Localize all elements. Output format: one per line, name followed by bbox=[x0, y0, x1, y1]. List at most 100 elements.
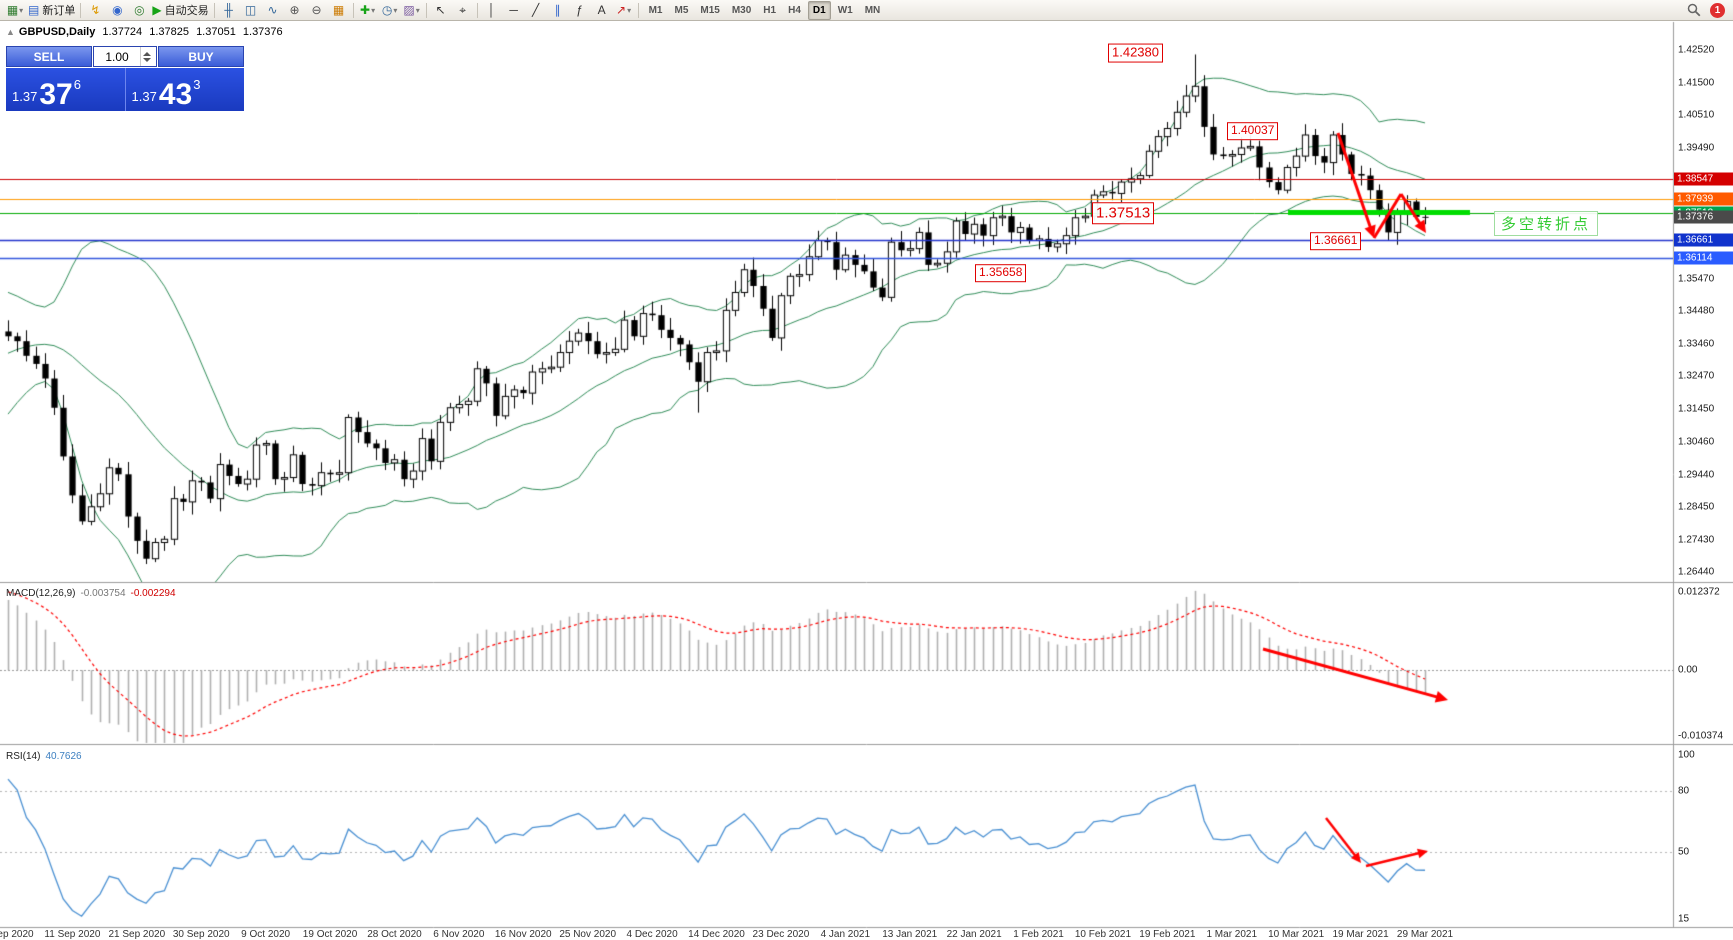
cursor-button[interactable]: ↖ bbox=[430, 1, 452, 19]
crosshair-button[interactable]: ⌖ bbox=[452, 1, 474, 19]
timeframe-m1[interactable]: M1 bbox=[648, 4, 663, 16]
horizontal-line-icon: ─ bbox=[509, 3, 518, 17]
main-toolbar: ▦ ▾ ▤ 新订单 ↯ ◉ ◎ ▶ 自动交易 ╫ ◫ ∿ ⊕ ⊖ ▦ ✚ ▾ ◷ ▾ ▨ ▾ ↖ ⌖ │ ─ ╱ ∥ ƒ A ↗ ▾ M1 M… bbox=[0, 0, 1733, 21]
price-axis-tick: 1.27430 bbox=[1678, 534, 1715, 546]
crosshair-icon: ⌖ bbox=[459, 3, 466, 17]
price-badge: 1.37376 bbox=[1674, 210, 1733, 224]
time-axis-label: 14 Dec 2020 bbox=[688, 929, 745, 940]
text-button[interactable]: A bbox=[591, 1, 613, 19]
rsi-title: RSI(14) bbox=[6, 751, 41, 762]
timeframe-d1[interactable]: D1 bbox=[807, 0, 831, 20]
horizontal-line-button[interactable]: ─ bbox=[503, 1, 525, 19]
time-axis-label: 28 Oct 2020 bbox=[367, 929, 422, 940]
navigator-icon: ◎ bbox=[134, 3, 145, 17]
time-axis-label: 19 Mar 2021 bbox=[1332, 929, 1389, 940]
search-button[interactable] bbox=[1683, 1, 1705, 19]
price-axis-tick: 1.31450 bbox=[1678, 403, 1715, 415]
price-axis-tick: 1.29440 bbox=[1678, 469, 1715, 481]
indicators-button[interactable]: ✚ ▾ bbox=[357, 1, 379, 19]
rsi-value: 40.7626 bbox=[45, 751, 82, 762]
one-click-collapse-toggle[interactable]: ▲ bbox=[6, 27, 15, 37]
timeframe-h4[interactable]: H4 bbox=[788, 4, 801, 16]
chevron-down-icon: ▾ bbox=[393, 5, 398, 15]
market-watch-button[interactable]: ◉ bbox=[106, 1, 128, 19]
timeframe-w1[interactable]: W1 bbox=[837, 4, 853, 16]
templates-button[interactable]: ▨ ▾ bbox=[401, 1, 423, 19]
time-axis-label: 4 Dec 2020 bbox=[626, 929, 678, 940]
search-icon bbox=[1687, 3, 1701, 17]
zoom-out-button[interactable]: ⊖ bbox=[306, 1, 328, 19]
arrows-button[interactable]: ↗ ▾ bbox=[613, 1, 635, 19]
macd-axis-min: -0.010374 bbox=[1678, 730, 1724, 742]
price-badge: 1.37939 bbox=[1674, 192, 1733, 206]
chart-ohlc-header: ▲ GBPUSD,Daily 1.37724 1.37825 1.37051 1.… bbox=[6, 26, 287, 38]
fibonacci-button[interactable]: ƒ bbox=[569, 1, 591, 19]
ohlc-open: 1.37724 bbox=[102, 26, 143, 38]
time-axis-label: 23 Dec 2020 bbox=[752, 929, 810, 940]
bar-chart-button[interactable]: ╫ bbox=[218, 1, 240, 19]
time-axis-label: 21 Sep 2020 bbox=[108, 929, 166, 940]
notifications-badge[interactable]: 1 bbox=[1710, 2, 1725, 18]
vertical-line-icon: │ bbox=[487, 3, 496, 17]
price-axis-tick: 1.34480 bbox=[1678, 305, 1715, 317]
timeframe-m30[interactable]: M30 bbox=[731, 4, 752, 16]
zoom-in-button[interactable]: ⊕ bbox=[284, 1, 306, 19]
time-axis-label: 6 Nov 2020 bbox=[433, 929, 485, 940]
buy-button[interactable]: BUY bbox=[158, 46, 244, 67]
channel-icon: ∥ bbox=[554, 3, 561, 17]
price-badge: 1.36114 bbox=[1674, 251, 1733, 265]
autotrading-button[interactable]: ▶ 自动交易 bbox=[150, 1, 210, 19]
timeframe-mn[interactable]: MN bbox=[864, 4, 881, 16]
volume-input[interactable] bbox=[94, 47, 140, 66]
sell-price-button[interactable]: 1.37 37 6 bbox=[6, 68, 126, 111]
auto-arrange-button[interactable]: ▦ bbox=[328, 1, 350, 19]
price-callout: 1.40037 bbox=[1227, 122, 1279, 140]
toolbar-separator bbox=[476, 2, 478, 18]
time-axis-label: 13 Jan 2021 bbox=[882, 929, 938, 940]
macd-axis-max: 0.012372 bbox=[1678, 586, 1720, 598]
time-axis-label: 10 Feb 2021 bbox=[1074, 929, 1132, 940]
timeframe-h1[interactable]: H1 bbox=[763, 4, 777, 16]
indicators-icon: ✚ bbox=[360, 3, 371, 17]
time-axis-label: 29 Mar 2021 bbox=[1396, 929, 1454, 940]
timeframe-m15[interactable]: M15 bbox=[700, 4, 720, 16]
buy-price-pips: 43 bbox=[158, 78, 193, 111]
new-order-button[interactable]: ▤ 新订单 bbox=[26, 1, 77, 19]
ohlc-high: 1.37825 bbox=[149, 26, 189, 38]
price-callout: 1.35658 bbox=[975, 264, 1027, 282]
timeframe-toolbar: M1 M5 M15 M30 H1 H4 D1 W1 MN bbox=[643, 0, 887, 20]
sell-price-prefix: 1.37 bbox=[12, 89, 38, 104]
channel-button[interactable]: ∥ bbox=[547, 1, 569, 19]
periods-button[interactable]: ◷ ▾ bbox=[379, 1, 401, 19]
sell-button[interactable]: SELL bbox=[6, 46, 92, 67]
auto-arrange-icon: ▦ bbox=[332, 3, 345, 17]
timeframe-m5[interactable]: M5 bbox=[674, 4, 689, 16]
cursor-icon: ↖ bbox=[435, 3, 446, 17]
trendline-icon: ╱ bbox=[531, 3, 540, 17]
metaeditor-button[interactable]: ↯ bbox=[84, 1, 106, 19]
time-axis-label: 4 Jan 2021 bbox=[820, 929, 871, 940]
templates-icon: ▨ bbox=[403, 3, 415, 17]
time-axis-label: 30 Sep 2020 bbox=[172, 929, 230, 940]
candlestick-chart-button[interactable]: ◫ bbox=[240, 1, 262, 19]
price-axis-tick: 1.39490 bbox=[1678, 142, 1715, 154]
time-axis-label: 25 Nov 2020 bbox=[559, 929, 617, 940]
rsi-axis-80: 80 bbox=[1678, 785, 1690, 797]
trendline-button[interactable]: ╱ bbox=[525, 1, 547, 19]
volume-decrease-button[interactable] bbox=[143, 57, 151, 62]
new-chart-button[interactable]: ▦ ▾ bbox=[4, 1, 26, 19]
metaeditor-icon: ↯ bbox=[90, 3, 101, 17]
time-axis-label: 16 Nov 2020 bbox=[494, 929, 552, 940]
navigator-button[interactable]: ◎ bbox=[128, 1, 150, 19]
line-chart-button[interactable]: ∿ bbox=[262, 1, 284, 19]
volume-increase-button[interactable] bbox=[143, 51, 151, 56]
chevron-down-icon: ▾ bbox=[19, 5, 24, 15]
text-icon: A bbox=[597, 3, 606, 17]
vertical-line-button[interactable]: │ bbox=[481, 1, 503, 19]
chevron-down-icon: ▾ bbox=[627, 5, 632, 15]
autotrading-icon: ▶ bbox=[152, 3, 162, 17]
price-callout: 1.37513 bbox=[1092, 202, 1155, 224]
buy-price-button[interactable]: 1.37 43 3 bbox=[125, 68, 244, 111]
sell-price-point: 6 bbox=[73, 77, 81, 92]
